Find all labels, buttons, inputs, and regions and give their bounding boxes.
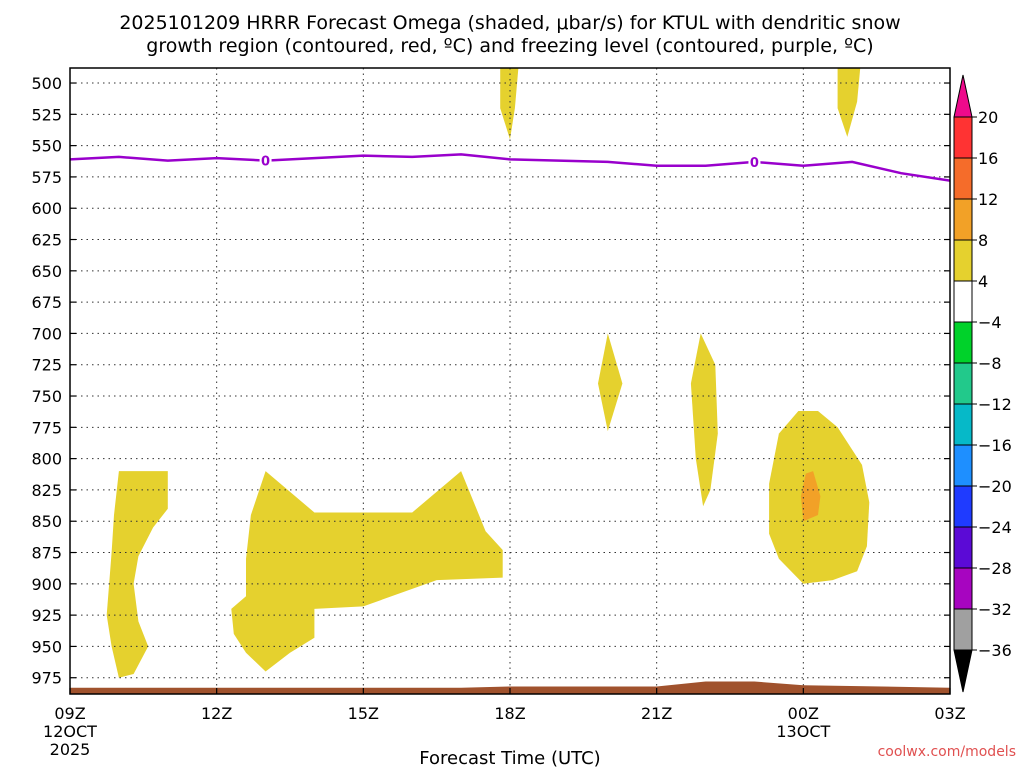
- colorbar-label-8: −16: [978, 436, 1012, 455]
- colorbar-swatch-2: [953, 157, 973, 200]
- colorbar-label-5: −4: [978, 313, 1002, 332]
- y-tick-label-925: 925: [31, 606, 62, 625]
- y-tick-label-950: 950: [31, 637, 62, 656]
- watermark: coolwx.com/models: [878, 744, 1016, 760]
- y-tick-label-625: 625: [31, 231, 62, 250]
- colorbar-label-13: −36: [978, 641, 1012, 660]
- colorbar-bottom-triangle: [953, 649, 973, 693]
- x-tick-label-03Z: 03Z: [934, 704, 965, 723]
- omega-region-8-12-5: [800, 471, 821, 522]
- y-tick-label-800: 800: [31, 450, 62, 469]
- omega-region-4-8-2: [598, 333, 623, 432]
- colorbar-label-0: 20: [978, 108, 998, 127]
- y-tick-label-600: 600: [31, 199, 62, 218]
- colorbar-top-triangle: [953, 74, 973, 118]
- plot-area: 0 050052555057560062565067570072575077580…: [31, 67, 966, 759]
- y-tick-label-850: 850: [31, 512, 62, 531]
- colorbar-label-1: 16: [978, 149, 998, 168]
- y-tick-label-525: 525: [31, 105, 62, 124]
- terrain-fill: [70, 681, 950, 694]
- freezing-level-line: [70, 153, 950, 182]
- chart-title-line1: 2025101209 HRRR Forecast Omega (shaded, …: [119, 12, 900, 34]
- y-tick-label-875: 875: [31, 544, 62, 563]
- colorbar-swatch-3: [953, 198, 973, 241]
- y-tick-label-500: 500: [31, 74, 62, 93]
- freezing-level-label-1: 0: [750, 156, 759, 171]
- colorbar: 20 16 12 8 4 −4 −8 −12 −16 −20 −24 −28 −32 −36: [953, 74, 1012, 693]
- y-tick-label-750: 750: [31, 387, 62, 406]
- x-tick-date-09Z: 12OCT: [43, 722, 97, 741]
- omega-region-4-8-7: [231, 471, 503, 672]
- y-tick-label-700: 700: [31, 324, 62, 343]
- x-tick-label-18Z: 18Z: [494, 704, 525, 723]
- colorbar-swatch-13: [953, 608, 973, 651]
- colorbar-label-11: −28: [978, 559, 1012, 578]
- x-tick-label-09Z: 09Z: [54, 704, 85, 723]
- colorbar-label-3: 8: [978, 231, 988, 250]
- colorbar-swatch-10: [953, 485, 973, 528]
- x-tick-label-00Z: 00Z: [788, 704, 819, 723]
- colorbar-swatch-5: [953, 280, 973, 323]
- chart-title-line2: growth region (contoured, red, ºC) and f…: [146, 35, 873, 57]
- y-tick-label-975: 975: [31, 669, 62, 688]
- colorbar-swatch-12: [953, 567, 973, 610]
- colorbar-label-7: −12: [978, 395, 1012, 414]
- y-tick-label-775: 775: [31, 418, 62, 437]
- colorbar-label-6: −8: [978, 354, 1002, 373]
- omega-region-4-8-6: [106, 471, 168, 678]
- x-tick-label-15Z: 15Z: [348, 704, 379, 723]
- y-tick-label-650: 650: [31, 262, 62, 281]
- freezing-level-label-bg-0: [259, 152, 272, 169]
- colorbar-swatch-11: [953, 526, 973, 569]
- y-tick-label-900: 900: [31, 575, 62, 594]
- colorbar-label-2: 12: [978, 190, 998, 209]
- x-tick-label-21Z: 21Z: [641, 704, 672, 723]
- colorbar-label-9: −20: [978, 477, 1012, 496]
- freezing-level-label-0: 0: [261, 155, 270, 170]
- colorbar-swatch-1: [953, 116, 973, 159]
- colorbar-label-12: −32: [978, 600, 1012, 619]
- x-tick-year-09Z: 2025: [50, 740, 91, 759]
- y-tick-label-550: 550: [31, 137, 62, 156]
- y-tick-label-675: 675: [31, 293, 62, 312]
- colorbar-label-10: −24: [978, 518, 1012, 537]
- y-tick-label-825: 825: [31, 481, 62, 500]
- colorbar-swatch-4: [953, 239, 973, 282]
- colorbar-swatch-7: [953, 362, 973, 405]
- x-tick-label-12Z: 12Z: [201, 704, 232, 723]
- y-tick-label-725: 725: [31, 356, 62, 375]
- x-tick-date-00Z: 13OCT: [776, 722, 830, 741]
- x-axis-label: Forecast Time (UTC): [419, 748, 600, 768]
- colorbar-swatch-8: [953, 403, 973, 446]
- colorbar-label-4: 4: [978, 272, 988, 291]
- omega-region-4-8-1: [837, 68, 861, 137]
- colorbar-swatch-6: [953, 321, 973, 364]
- y-tick-label-575: 575: [31, 168, 62, 187]
- freezing-level-label-bg-1: [748, 153, 761, 170]
- omega-region-4-8-3: [690, 333, 718, 507]
- omega-region-4-8-0: [500, 68, 519, 140]
- colorbar-swatch-9: [953, 444, 973, 487]
